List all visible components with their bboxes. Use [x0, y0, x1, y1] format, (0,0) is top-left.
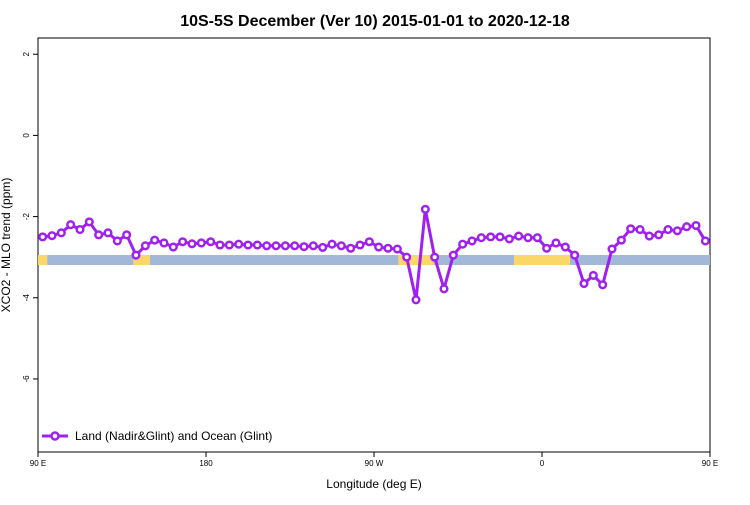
legend-label: Land (Nadir&Glint) and Ocean (Glint): [75, 429, 272, 443]
data-point: [672, 226, 682, 236]
x-tick-label: 90 E: [30, 459, 46, 468]
y-tick-label: -2: [22, 212, 31, 220]
data-point: [234, 239, 244, 249]
data-point: [495, 232, 505, 242]
data-point: [38, 232, 48, 242]
data-point: [243, 240, 253, 250]
data-point: [402, 252, 412, 262]
data-point: [178, 237, 188, 247]
data-point: [588, 270, 598, 280]
data-point: [56, 228, 66, 238]
data-point: [663, 225, 673, 235]
data-point: [626, 224, 636, 234]
data-point: [271, 241, 281, 251]
data-point: [570, 250, 580, 260]
data-point: [635, 225, 645, 235]
data-point: [75, 225, 85, 235]
data-point: [94, 230, 104, 240]
data-point: [374, 242, 384, 252]
land-segment: [38, 255, 48, 266]
data-point: [206, 237, 216, 247]
x-tick-label: 180: [199, 459, 213, 468]
data-point: [682, 222, 692, 232]
series-layer: [38, 204, 710, 305]
x-axis-label: Longitude (deg E): [326, 477, 421, 491]
data-point: [476, 233, 486, 243]
data-point: [560, 242, 570, 252]
data-point: [262, 241, 272, 251]
x-axis: 90 E 180 90 W 0 90 E: [30, 452, 718, 468]
data-point: [644, 231, 654, 241]
data-point: [430, 252, 440, 262]
land-ocean-strip: [38, 255, 710, 266]
y-axis: 2 0 -2 -4 -6: [22, 51, 38, 383]
x-tick-label: 0: [540, 459, 545, 468]
data-point: [131, 250, 141, 260]
data-point: [691, 220, 701, 231]
data-point: [364, 237, 374, 247]
data-point: [700, 236, 710, 246]
data-point: [103, 228, 113, 238]
data-point: [607, 244, 617, 254]
data-point: [458, 239, 468, 249]
data-point: [318, 242, 328, 252]
data-point: [252, 240, 262, 250]
land-segment: [133, 255, 150, 266]
data-point: [355, 240, 365, 250]
data-point: [122, 230, 132, 240]
data-point: [514, 231, 524, 241]
land-segment: [398, 255, 434, 266]
data-point: [448, 250, 458, 260]
x-tick-label: 90 W: [365, 459, 384, 468]
data-point: [579, 279, 589, 289]
data-point: [504, 234, 514, 244]
data-point: [467, 236, 477, 246]
data-point: [224, 240, 234, 250]
data-point: [168, 242, 178, 252]
x-tick-label: 90 E: [702, 459, 718, 468]
y-tick-label: -4: [22, 294, 31, 302]
legend-marker: [50, 431, 60, 441]
data-point: [280, 241, 290, 251]
land-segment: [514, 255, 570, 266]
data-point: [439, 284, 449, 294]
data-point: [308, 241, 318, 251]
data-point: [140, 241, 150, 251]
chart-title: 10S-5S December (Ver 10) 2015-01-01 to 2…: [180, 13, 570, 30]
data-point: [66, 220, 76, 230]
data-point: [420, 204, 430, 214]
data-point: [159, 238, 169, 248]
y-axis-label: XCO2 - MLO trend (ppm): [0, 178, 13, 313]
data-point: [532, 233, 542, 243]
data-point: [383, 243, 393, 253]
data-point: [598, 280, 608, 290]
data-point: [523, 233, 533, 243]
data-point: [47, 231, 57, 241]
data-point: [196, 238, 206, 248]
legend: Land (Nadir&Glint) and Ocean (Glint): [42, 429, 272, 443]
data-point: [411, 295, 421, 305]
data-point: [187, 239, 197, 249]
data-point: [290, 241, 300, 251]
data-point: [654, 230, 664, 240]
y-tick-label: 2: [22, 51, 31, 56]
data-point: [346, 243, 356, 253]
data-point: [327, 239, 337, 249]
data-point: [150, 235, 160, 245]
data-point: [542, 243, 552, 253]
ocean-strip: [38, 255, 710, 266]
data-point: [84, 217, 94, 227]
y-tick-label: -6: [22, 375, 31, 383]
data-point: [486, 232, 496, 242]
data-point: [392, 244, 402, 254]
y-tick-label: 0: [22, 133, 31, 138]
data-point: [112, 236, 122, 246]
data-point: [215, 240, 225, 250]
data-point: [299, 242, 309, 252]
data-point: [616, 235, 626, 245]
data-point: [336, 241, 346, 251]
data-point: [551, 238, 561, 248]
